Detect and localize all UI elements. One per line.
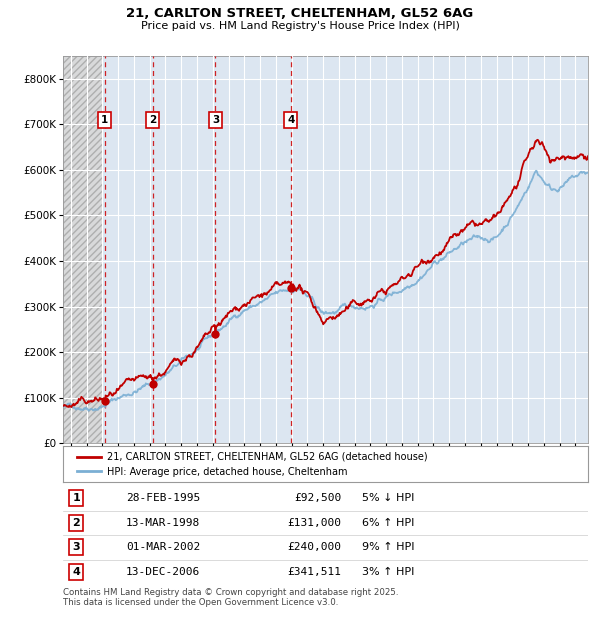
Text: 1: 1	[72, 494, 80, 503]
Text: 2: 2	[149, 115, 157, 125]
Text: 28-FEB-1995: 28-FEB-1995	[126, 494, 200, 503]
Text: 4: 4	[287, 115, 295, 125]
Text: 2: 2	[72, 518, 80, 528]
Text: £92,500: £92,500	[294, 494, 341, 503]
Text: 9% ↑ HPI: 9% ↑ HPI	[362, 542, 415, 552]
Text: 13-DEC-2006: 13-DEC-2006	[126, 567, 200, 577]
Text: 3: 3	[73, 542, 80, 552]
Legend: 21, CARLTON STREET, CHELTENHAM, GL52 6AG (detached house), HPI: Average price, d: 21, CARLTON STREET, CHELTENHAM, GL52 6AG…	[73, 448, 431, 480]
Text: Contains HM Land Registry data © Crown copyright and database right 2025.: Contains HM Land Registry data © Crown c…	[63, 588, 398, 597]
Text: 1: 1	[101, 115, 109, 125]
Text: This data is licensed under the Open Government Licence v3.0.: This data is licensed under the Open Gov…	[63, 598, 338, 607]
Text: 3% ↑ HPI: 3% ↑ HPI	[362, 567, 415, 577]
Text: Price paid vs. HM Land Registry's House Price Index (HPI): Price paid vs. HM Land Registry's House …	[140, 21, 460, 31]
Text: £341,511: £341,511	[287, 567, 341, 577]
Text: 6% ↑ HPI: 6% ↑ HPI	[362, 518, 415, 528]
Text: 01-MAR-2002: 01-MAR-2002	[126, 542, 200, 552]
Text: 3: 3	[212, 115, 219, 125]
Text: 21, CARLTON STREET, CHELTENHAM, GL52 6AG: 21, CARLTON STREET, CHELTENHAM, GL52 6AG	[127, 7, 473, 20]
Text: 5% ↓ HPI: 5% ↓ HPI	[362, 494, 415, 503]
Text: 13-MAR-1998: 13-MAR-1998	[126, 518, 200, 528]
Text: £131,000: £131,000	[287, 518, 341, 528]
Text: £240,000: £240,000	[287, 542, 341, 552]
Text: 4: 4	[72, 567, 80, 577]
Bar	[63, 56, 103, 443]
